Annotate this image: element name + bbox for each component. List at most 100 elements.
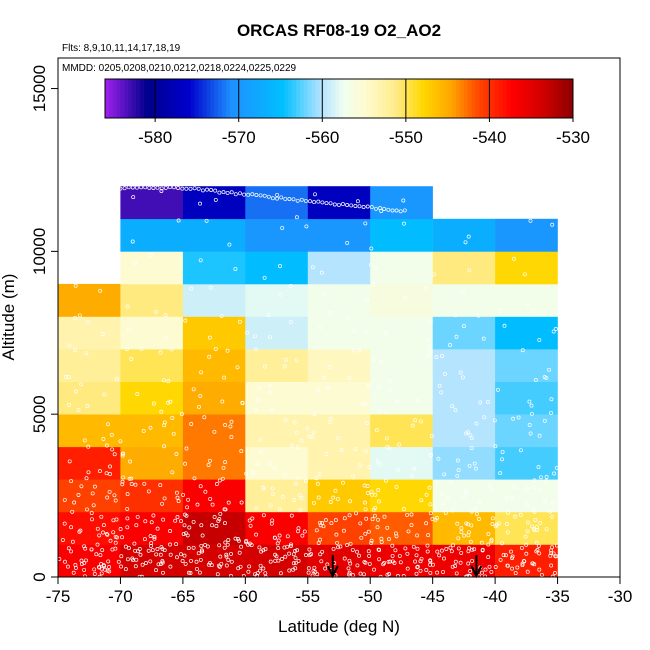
colorbar-tick-label: -570 bbox=[222, 128, 256, 147]
observation-point bbox=[364, 421, 369, 425]
observation-point bbox=[106, 559, 111, 564]
colorbar-swatch bbox=[233, 79, 238, 118]
colorbar-swatch bbox=[471, 79, 476, 118]
observation-point bbox=[233, 192, 238, 197]
colorbar-swatch bbox=[222, 79, 227, 118]
observation-point bbox=[237, 550, 242, 555]
observation-point bbox=[340, 480, 345, 485]
observation-point bbox=[168, 564, 173, 569]
observation-point bbox=[320, 521, 325, 525]
observation-point bbox=[223, 540, 228, 545]
heatmap-cell bbox=[432, 511, 496, 545]
observation-point bbox=[440, 354, 444, 358]
observation-point bbox=[428, 320, 433, 324]
heatmap-cell bbox=[182, 349, 246, 382]
observation-point bbox=[409, 512, 414, 517]
heatmap-cell bbox=[58, 414, 121, 448]
observation-point bbox=[306, 570, 311, 575]
observation-point bbox=[319, 559, 324, 564]
colorbar-swatch bbox=[506, 79, 511, 118]
observation-point bbox=[398, 209, 403, 214]
observation-point bbox=[467, 463, 472, 468]
observation-point bbox=[325, 562, 330, 567]
heatmap-cell bbox=[120, 381, 184, 415]
observation-point bbox=[288, 544, 293, 548]
heatmap-cell bbox=[307, 479, 371, 513]
observation-point bbox=[229, 419, 234, 424]
observation-point bbox=[220, 399, 225, 404]
observation-point bbox=[468, 569, 473, 573]
observation-point bbox=[273, 552, 278, 557]
observation-point bbox=[442, 472, 447, 477]
observation-point bbox=[131, 195, 136, 200]
observation-point bbox=[392, 561, 397, 565]
observation-point bbox=[258, 437, 263, 442]
observation-point bbox=[312, 200, 317, 205]
observation-point bbox=[490, 522, 495, 526]
observation-point bbox=[477, 517, 481, 521]
colorbar-swatch bbox=[210, 79, 215, 118]
observation-point bbox=[184, 446, 189, 451]
observation-point bbox=[513, 571, 518, 576]
observation-point bbox=[376, 488, 381, 492]
arrow-head bbox=[326, 565, 339, 579]
observation-point bbox=[371, 282, 376, 287]
observation-point bbox=[299, 197, 304, 202]
colorbar-swatch bbox=[272, 79, 277, 118]
colorbar-swatch bbox=[303, 79, 309, 118]
colorbar-swatch bbox=[350, 79, 355, 118]
observation-point bbox=[171, 431, 176, 436]
observation-point bbox=[304, 224, 309, 229]
observation-point bbox=[132, 541, 137, 546]
observation-point bbox=[101, 437, 106, 441]
observation-point bbox=[226, 538, 231, 542]
observation-point bbox=[198, 258, 203, 263]
observation-point bbox=[460, 375, 465, 380]
colorbar-swatch bbox=[346, 79, 352, 118]
observation-point bbox=[451, 543, 456, 548]
observation-point bbox=[449, 549, 454, 554]
observation-point bbox=[267, 461, 272, 466]
y-tick-label: 10000 bbox=[30, 228, 49, 275]
y-tick-label: 5000 bbox=[30, 395, 49, 433]
observation-point bbox=[195, 502, 200, 507]
observation-point bbox=[139, 346, 144, 351]
observation-point bbox=[455, 521, 460, 526]
heatmap-cell bbox=[182, 381, 246, 415]
observation-point bbox=[120, 453, 125, 458]
heatmap-cell bbox=[245, 414, 308, 448]
colorbar-swatch bbox=[175, 79, 180, 118]
observation-point bbox=[503, 553, 508, 558]
observation-point bbox=[425, 549, 430, 554]
observation-point bbox=[465, 430, 470, 435]
colorbar-swatch bbox=[424, 79, 430, 118]
observation-point bbox=[172, 185, 176, 190]
observation-point bbox=[313, 192, 317, 197]
observation-point bbox=[381, 562, 386, 567]
colorbar-swatch bbox=[264, 79, 270, 118]
colorbar: -580 -570 -560 -550 -540 -530 bbox=[104, 78, 590, 147]
colorbar-swatch bbox=[335, 79, 340, 118]
observation-point bbox=[143, 185, 148, 190]
heatmap-cell bbox=[120, 349, 184, 382]
colorbar-swatch bbox=[397, 79, 402, 118]
observation-point bbox=[467, 268, 472, 273]
observation-point bbox=[287, 551, 292, 556]
observation-point bbox=[151, 186, 156, 190]
colorbar-swatch bbox=[549, 79, 554, 118]
observation-point bbox=[160, 501, 165, 506]
observation-point bbox=[184, 513, 189, 518]
observation-point bbox=[278, 264, 282, 268]
heatmap-cell bbox=[245, 349, 308, 382]
heatmap-cell bbox=[307, 283, 371, 317]
observation-point bbox=[144, 561, 148, 565]
observation-point bbox=[233, 536, 238, 541]
colorbar-swatch bbox=[417, 79, 422, 118]
observation-point bbox=[111, 530, 116, 535]
observation-point bbox=[173, 518, 178, 523]
observation-point bbox=[347, 376, 352, 381]
observation-point bbox=[525, 569, 530, 574]
observation-point bbox=[335, 496, 340, 501]
observation-point bbox=[285, 534, 290, 539]
observation-point bbox=[493, 524, 498, 529]
